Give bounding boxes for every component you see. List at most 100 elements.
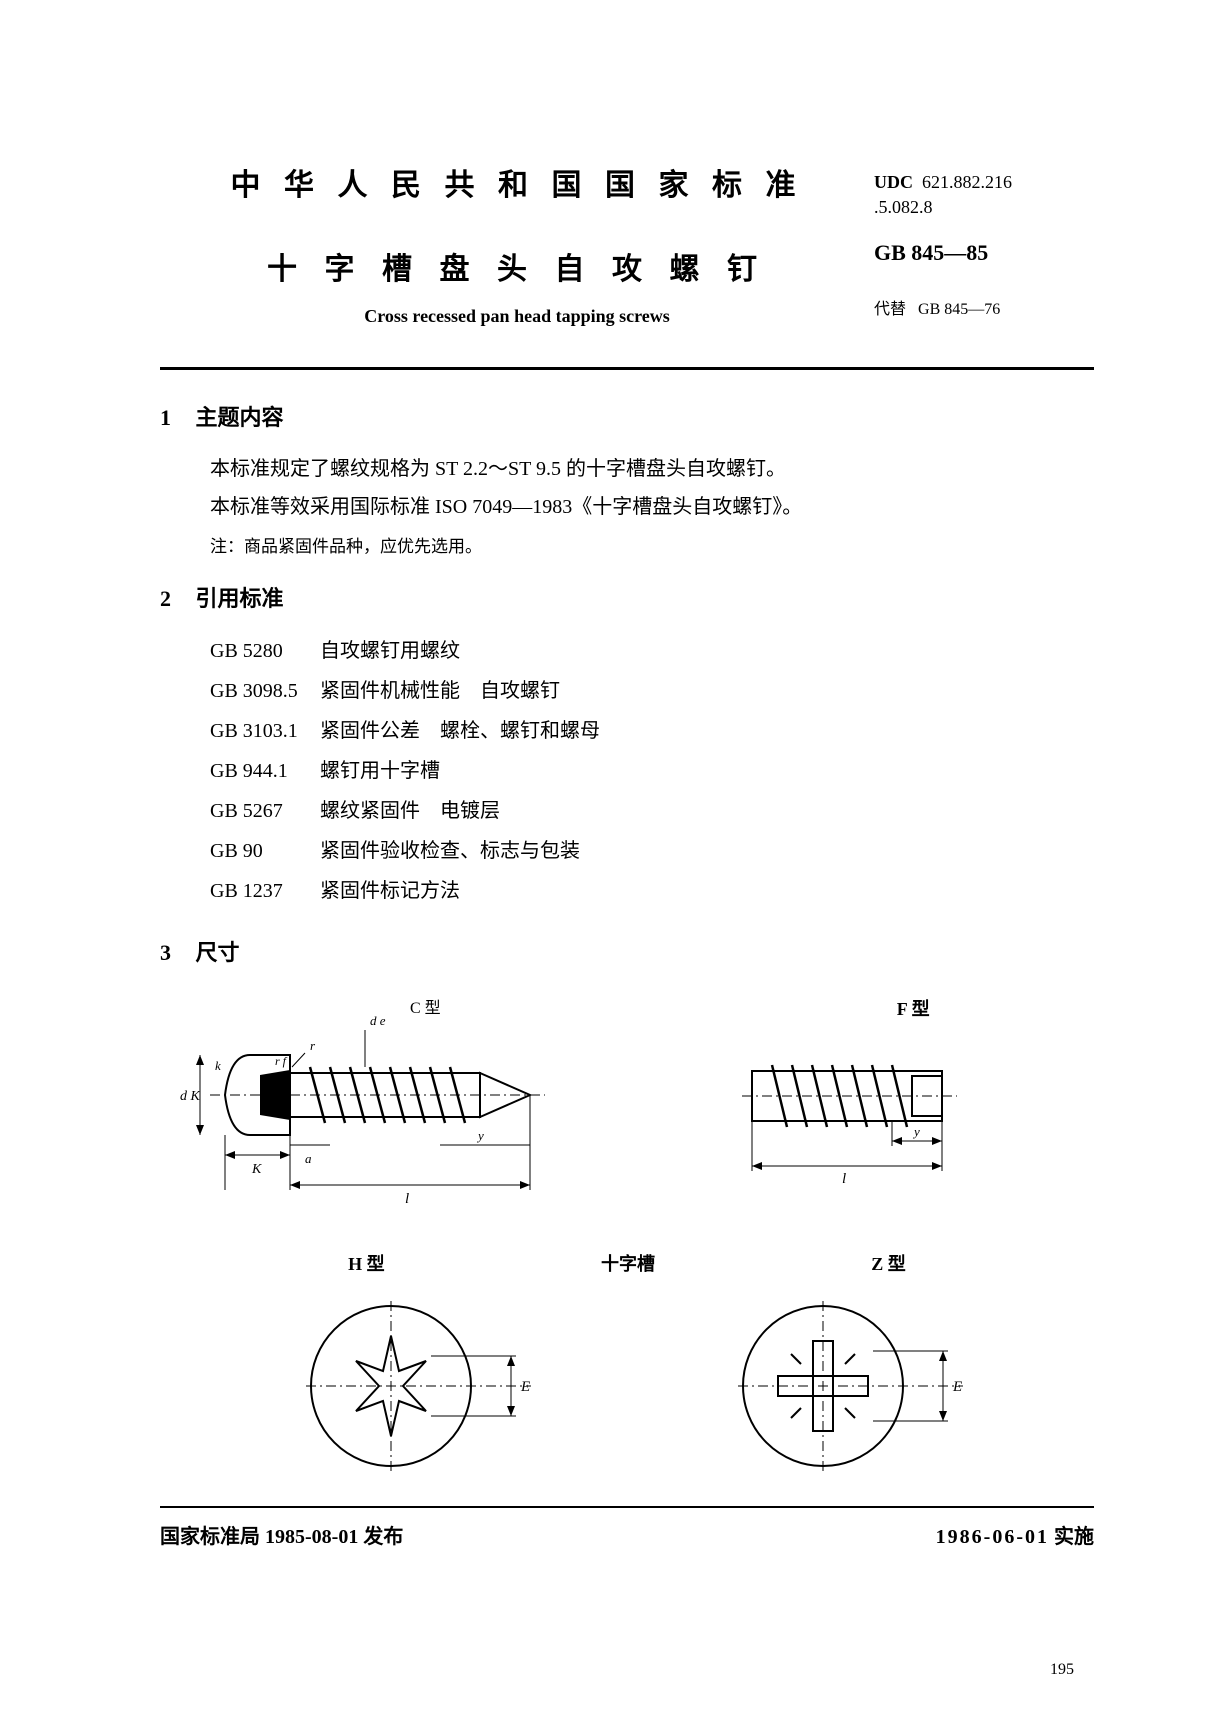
ref-item: GB 3098.5紧固件机械性能 自攻螺钉 — [210, 671, 1094, 711]
section-2-num: 2 — [160, 586, 190, 612]
ref-code: GB 1237 — [210, 871, 320, 911]
diagram-h-type-head: E — [281, 1286, 561, 1486]
dim-de-label: d e — [370, 1013, 386, 1028]
section-2-title: 引用标准 — [196, 586, 284, 611]
section-1-p1: 本标准规定了螺纹规格为 ST 2.2～ST 9.5 的十字槽盘头自攻螺钉。 — [210, 450, 1094, 488]
effective-date: 1986-06-01 — [936, 1526, 1049, 1548]
dim-r-label: r — [310, 1038, 316, 1053]
ref-code: GB 944.1 — [210, 751, 320, 791]
arrow-icon — [290, 1181, 300, 1189]
dim-dk-label: d K — [180, 1089, 201, 1104]
dim-E-label: E — [520, 1379, 530, 1395]
national-standard-heading: 中 华 人 民 共 和 国 国 家 标 准 — [160, 160, 874, 204]
ref-code: GB 3103.1 — [210, 711, 320, 751]
effective-suffix: 实施 — [1054, 1526, 1094, 1548]
udc-value1: 621.882.216 — [922, 172, 1012, 192]
ref-item: GB 3103.1紧固件公差 螺栓、螺钉和螺母 — [210, 711, 1094, 751]
ref-title: 紧固件验收检查、标志与包装 — [320, 840, 580, 862]
replace-line: 代替 GB 845—76 — [874, 299, 1094, 321]
diagram-c-type: C 型 — [160, 995, 620, 1225]
arrow-icon — [752, 1162, 762, 1170]
arrow-icon — [932, 1137, 942, 1145]
dim-K-label: K — [251, 1162, 262, 1177]
section-1-p2: 本标准等效采用国际标准 ISO 7049—1983《十字槽盘头自攻螺钉》。 — [210, 488, 1094, 526]
references-list: GB 5280自攻螺钉用螺纹 GB 3098.5紧固件机械性能 自攻螺钉 GB … — [210, 631, 1094, 911]
dim-k-label: k — [215, 1058, 221, 1073]
header-block: 中 华 人 民 共 和 国 国 家 标 准 十 字 槽 盘 头 自 攻 螺 钉 … — [160, 160, 1094, 327]
arrow-icon — [892, 1137, 902, 1145]
udc-line2: .5.082.8 — [874, 195, 1094, 220]
arrow-icon — [225, 1151, 235, 1159]
header-rule — [160, 367, 1094, 370]
footer-right: 1986-06-01 实施 — [936, 1520, 1094, 1549]
dim-l-label: l — [842, 1171, 846, 1187]
arrow-icon — [520, 1181, 530, 1189]
issue-suffix: 发布 — [363, 1526, 403, 1548]
standard-title-en: Cross recessed pan head tapping screws — [160, 306, 874, 327]
section-2-heading: 2 引用标准 — [160, 581, 1094, 613]
ref-code: GB 5267 — [210, 791, 320, 831]
ref-item: GB 944.1螺钉用十字槽 — [210, 751, 1094, 791]
ref-item: GB 5280自攻螺钉用螺纹 — [210, 631, 1094, 671]
ref-title: 紧固件机械性能 自攻螺钉 — [320, 680, 560, 702]
diagram-c-wrapper: C 型 — [160, 995, 702, 1230]
diagram-f-wrapper: F 型 — [732, 995, 1094, 1230]
diagram-row-1: C 型 — [160, 995, 1094, 1230]
ref-code: GB 5280 — [210, 631, 320, 671]
ref-item: GB 5267螺纹紧固件 电镀层 — [210, 791, 1094, 831]
footer-bar: 国家标准局 1985-08-01 发布 1986-06-01 实施 — [160, 1506, 1094, 1549]
arrow-icon — [939, 1351, 947, 1361]
ref-title: 螺钉用十字槽 — [320, 760, 440, 782]
section-1-num: 1 — [160, 405, 190, 431]
leader-line — [292, 1053, 305, 1067]
dim-rf-label: r f — [275, 1054, 288, 1068]
ref-title: 紧固件公差 螺栓、螺钉和螺母 — [320, 720, 600, 742]
dim-y-label: y — [912, 1124, 920, 1139]
ref-code: GB 3098.5 — [210, 671, 320, 711]
footer-left: 国家标准局 1985-08-01 发布 — [160, 1520, 403, 1549]
page-number: 195 — [1050, 1661, 1074, 1679]
section-1-title: 主题内容 — [196, 405, 284, 430]
arrow-icon — [507, 1406, 515, 1416]
udc-line1: UDC 621.882.216 — [874, 170, 1094, 195]
ref-title: 自攻螺钉用螺纹 — [320, 640, 460, 662]
ref-title: 螺纹紧固件 电镀层 — [320, 800, 500, 822]
section-1-heading: 1 主题内容 — [160, 400, 1094, 432]
dim-l-label: l — [405, 1191, 409, 1207]
dim-y-label: y — [476, 1128, 484, 1143]
ref-code: GB 90 — [210, 831, 320, 871]
arrow-icon — [507, 1356, 515, 1366]
arrow-icon — [932, 1162, 942, 1170]
diagram-row-2-labels: H 型 十字槽 Z 型 — [240, 1250, 1014, 1276]
c-type-label: C 型 — [410, 999, 441, 1017]
arrow-icon — [280, 1151, 290, 1159]
issuer: 国家标准局 — [160, 1526, 260, 1548]
standard-title-cn: 十 字 槽 盘 头 自 攻 螺 钉 — [160, 244, 874, 288]
issue-date: 1985-08-01 — [265, 1526, 358, 1548]
arrow-icon — [196, 1125, 204, 1135]
arrow-icon — [939, 1411, 947, 1421]
ref-item: GB 90紧固件验收检查、标志与包装 — [210, 831, 1094, 871]
f-type-label: F 型 — [732, 995, 1094, 1021]
diagram-f-type: y l — [732, 1021, 1012, 1211]
metadata-block: UDC 621.882.216 .5.082.8 GB 845—85 代替 GB… — [874, 160, 1094, 322]
page-container: 中 华 人 民 共 和 国 国 家 标 准 十 字 槽 盘 头 自 攻 螺 钉 … — [0, 0, 1214, 1609]
ref-item: GB 1237紧固件标记方法 — [210, 871, 1094, 911]
section-3-heading: 3 尺寸 — [160, 935, 240, 967]
udc-label: UDC — [874, 172, 913, 192]
title-block: 中 华 人 民 共 和 国 国 家 标 准 十 字 槽 盘 头 自 攻 螺 钉 … — [160, 160, 874, 327]
replace-label: 代替 — [874, 301, 906, 318]
diagram-row-2: E E — [220, 1286, 1054, 1486]
section-1-note: 注：商品紧固件品种，应优先选用。 — [210, 532, 1094, 557]
diagram-z-type-head: E — [713, 1286, 993, 1486]
cross-slot-label: 十字槽 — [601, 1250, 655, 1276]
arrow-icon — [196, 1055, 204, 1065]
section-3-num: 3 — [160, 940, 190, 966]
gb-code: GB 845—85 — [874, 238, 1094, 269]
dim-a-label: a — [305, 1151, 312, 1166]
z-type-label: Z 型 — [871, 1250, 906, 1276]
dim-E-label: E — [952, 1379, 962, 1395]
section-3-title: 尺寸 — [196, 940, 240, 965]
h-type-label: H 型 — [348, 1250, 385, 1276]
ref-title: 紧固件标记方法 — [320, 880, 460, 902]
